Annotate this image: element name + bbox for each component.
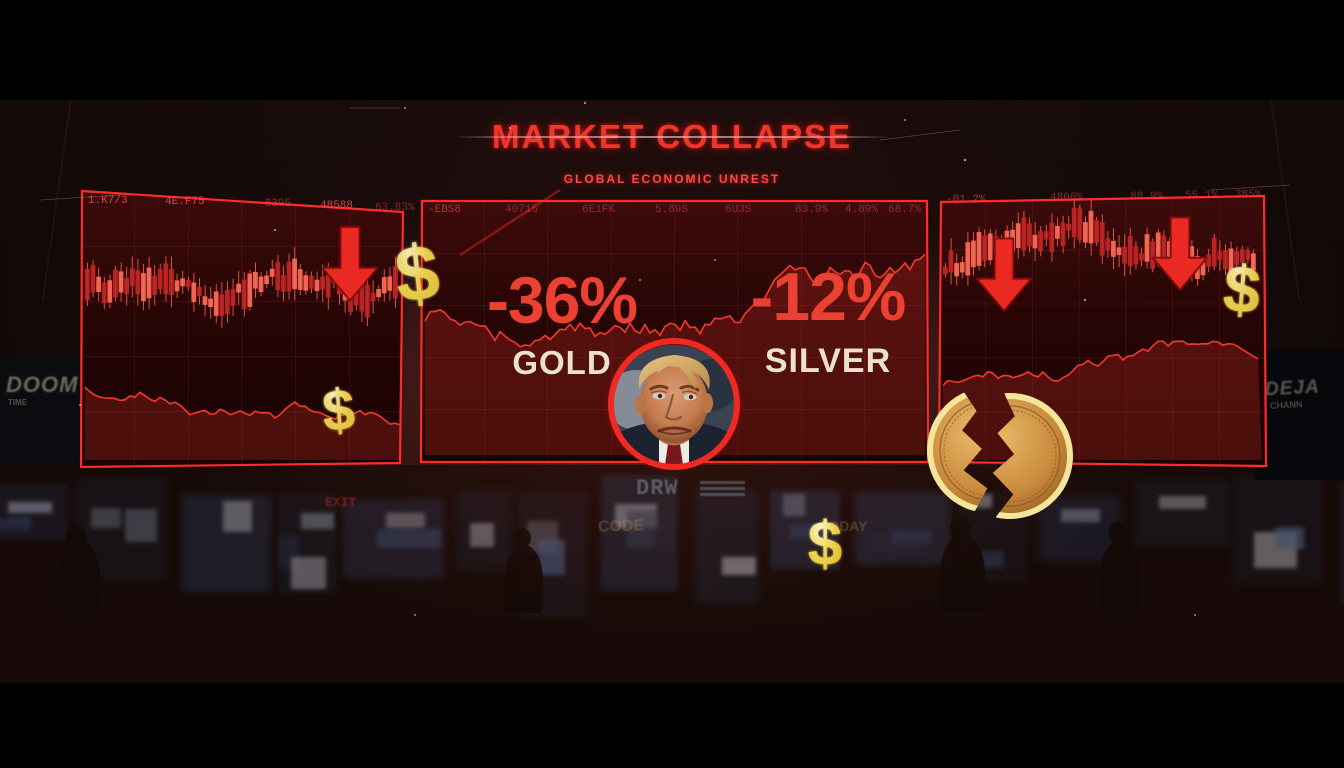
- svg-text:-8395: -8395: [258, 198, 291, 210]
- svg-text:$: $: [320, 377, 357, 444]
- svg-text:1.K7/3: 1.K7/3: [88, 195, 128, 207]
- svg-text:-01.2%: -01.2%: [946, 194, 986, 206]
- svg-text:$: $: [1220, 251, 1263, 328]
- svg-text:63.83%: 63.83%: [375, 202, 415, 214]
- svg-text:4E.F75: 4E.F75: [165, 196, 205, 208]
- svg-text:48588: 48588: [320, 200, 353, 212]
- svg-text:83.9%: 83.9%: [795, 204, 828, 216]
- svg-text:68.7%: 68.7%: [888, 204, 921, 216]
- svg-text:-EBS8: -EBS8: [428, 204, 461, 216]
- svg-text:88.9%: 88.9%: [1130, 191, 1163, 203]
- svg-text:6U3S: 6U3S: [725, 204, 752, 216]
- svg-text:$: $: [391, 227, 443, 319]
- svg-text:55.1%: 55.1%: [1185, 190, 1218, 202]
- svg-text:4.89%: 4.89%: [845, 204, 878, 216]
- svg-text:4806%: 4806%: [1050, 192, 1083, 204]
- svg-text:6E1FK: 6E1FK: [582, 204, 615, 216]
- svg-text:40715: 40715: [505, 204, 538, 216]
- svg-text:385%: 385%: [1235, 189, 1262, 201]
- svg-text:5.89S: 5.89S: [655, 204, 688, 216]
